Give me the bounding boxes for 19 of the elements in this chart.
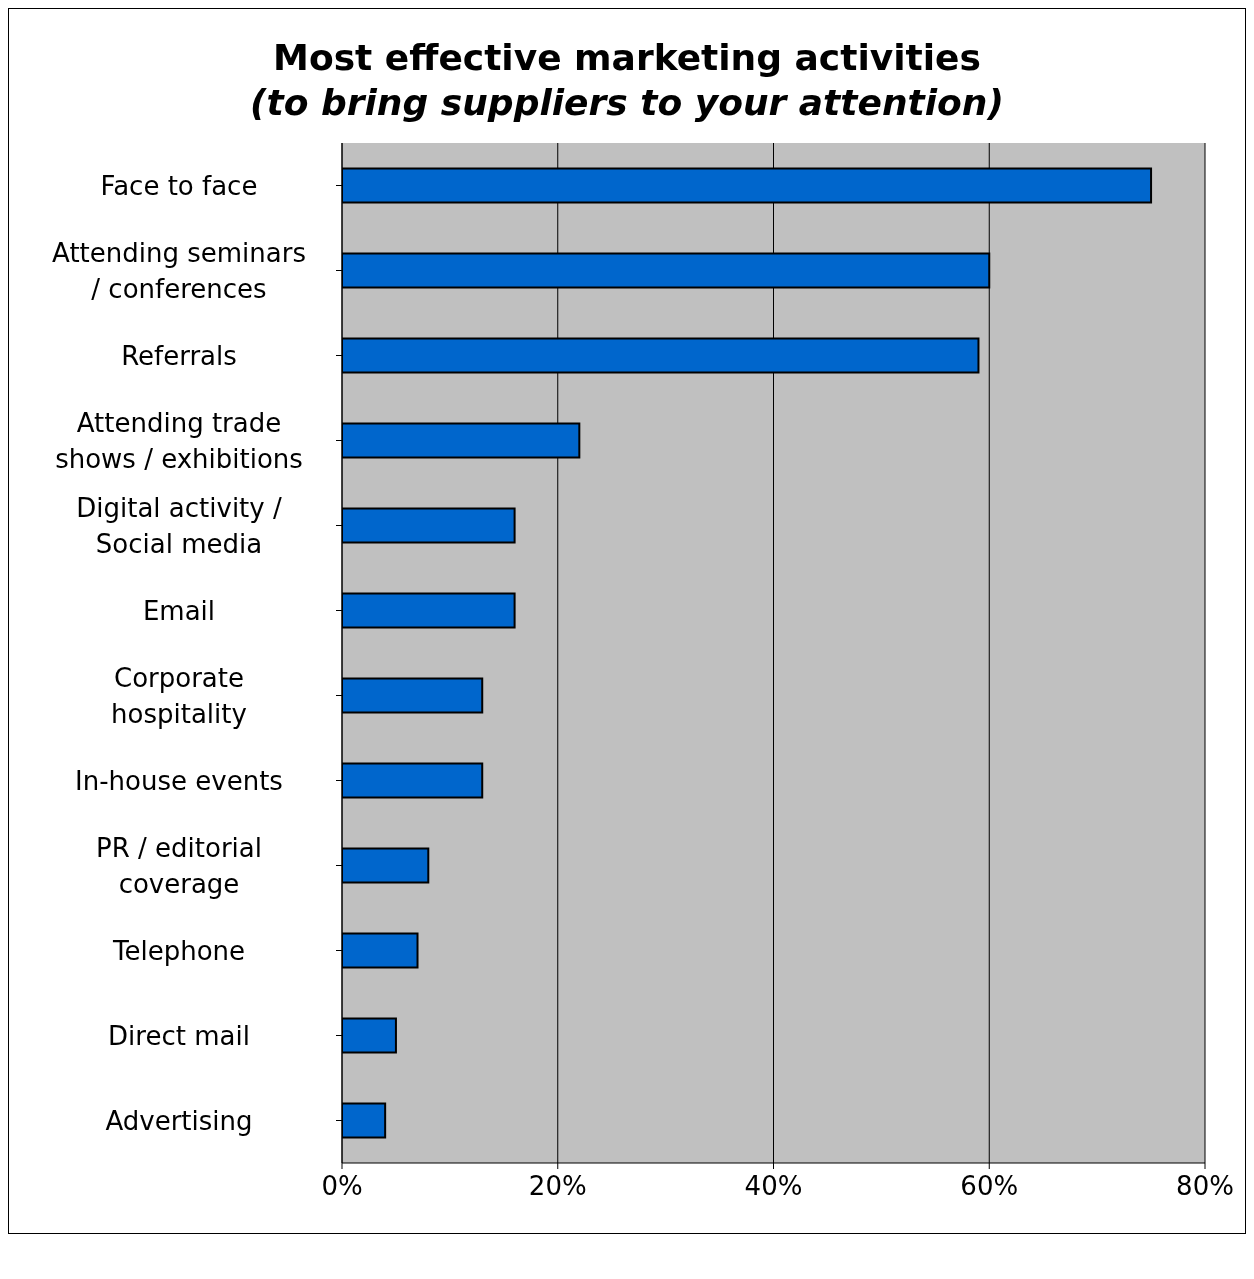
y-tick-label: Attending trade shows / exhibitions xyxy=(55,407,303,474)
y-tick-label: Direct mail xyxy=(108,1020,250,1051)
chart-subtitle: (to bring suppliers to your attention) xyxy=(249,82,1005,123)
y-tick-label: Telephone xyxy=(111,935,246,966)
y-tick-label: Attending seminars / conferences xyxy=(52,237,306,304)
y-tick-label: Email xyxy=(142,595,216,626)
y-tick-label: Corporate hospitality xyxy=(111,662,247,729)
y-tick-label: Advertising xyxy=(105,1105,253,1136)
x-tick-label: 60% xyxy=(960,1171,1019,1202)
y-tick-label: In-house events xyxy=(75,765,283,796)
y-tick-label: Referrals xyxy=(121,340,237,371)
y-tick-label: Face to face xyxy=(100,170,258,201)
x-tick-label: 0% xyxy=(321,1171,363,1202)
x-tick-label: 40% xyxy=(744,1171,803,1202)
x-tick-label: 80% xyxy=(1176,1171,1234,1202)
chart-title: Most effective marketing activities xyxy=(272,37,982,78)
y-tick-label: Digital activity / Social media xyxy=(76,492,282,559)
x-tick-label: 20% xyxy=(528,1171,587,1202)
y-tick-label: PR / editorial coverage xyxy=(96,832,262,899)
